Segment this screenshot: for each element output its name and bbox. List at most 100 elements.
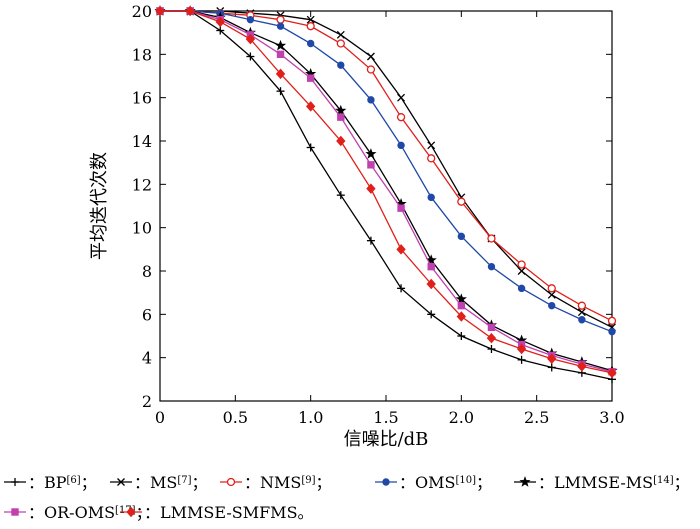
legend-label: ：LMMSE-MS[14]； (538, 473, 690, 492)
series-lmmse-ms (154, 5, 618, 376)
marker-part (516, 343, 527, 355)
legend-label: ：OMS[10]； (399, 473, 492, 492)
marker-part (126, 506, 136, 518)
marker-part (367, 161, 375, 169)
data-point-bp (216, 26, 225, 35)
marker-part (276, 50, 285, 59)
y-tick-label: 10 (132, 219, 152, 238)
marker-part (426, 278, 436, 290)
data-point-oms (427, 193, 435, 202)
data-point-oms (578, 316, 586, 324)
data-point-oms (457, 232, 466, 241)
y-tick-label: 20 (132, 2, 152, 21)
legend-label: ：NMS[9]； (244, 473, 332, 492)
data-point-nms (306, 22, 315, 31)
data-point-bp (306, 143, 315, 152)
marker-part (117, 478, 125, 486)
data-point-ms (547, 290, 556, 299)
marker-part (336, 135, 346, 147)
data-point-lmmse-smfms (486, 332, 497, 344)
plot-frame (159, 10, 613, 402)
marker-part (397, 204, 405, 212)
series-line-or-oms (160, 10, 613, 373)
data-point-bp (366, 236, 375, 245)
marker-part (276, 15, 285, 24)
marker-part (457, 197, 466, 206)
data-point-lmmse-ms (335, 104, 347, 116)
marker-part (487, 262, 496, 271)
data-point-lmmse-smfms (336, 135, 346, 147)
data-point-oms (548, 301, 556, 310)
marker-part (306, 22, 315, 31)
data-point-or-oms (367, 161, 375, 169)
data-point-oms (337, 61, 345, 69)
y-tick-label: 12 (132, 175, 152, 194)
data-point-oms (367, 96, 375, 104)
data-point-lmmse-smfms (456, 311, 467, 322)
marker-part (547, 290, 556, 299)
marker-part (275, 68, 286, 80)
data-point-or-oms (427, 262, 435, 271)
marker-part (427, 262, 435, 271)
data-point-or-oms (276, 50, 285, 59)
data-point-lmmse-smfms (366, 183, 376, 194)
data-point-bp (487, 345, 496, 353)
y-tick-label: 14 (132, 132, 152, 151)
data-point-oms (246, 15, 255, 24)
marker-part (456, 311, 467, 322)
marker-part (397, 141, 405, 150)
data-point-lmmse-smfms (577, 361, 587, 372)
series-or-oms (156, 7, 616, 376)
data-point-nms (487, 234, 496, 243)
data-point-lmmse-smfms (607, 367, 617, 379)
x-tick-label: 3.0 (599, 408, 624, 427)
data-point-bp (397, 284, 406, 293)
data-point-ms (517, 267, 526, 275)
marker-part (487, 234, 496, 243)
series-lmmse-smfms (155, 5, 617, 379)
marker-part (427, 154, 436, 163)
data-point-oms (397, 141, 405, 150)
legend-marker (11, 478, 19, 486)
marker-part (547, 284, 556, 293)
marker-part (185, 5, 195, 17)
data-point-bp (457, 332, 466, 340)
y-tick-label: 4 (142, 349, 152, 368)
marker-part (455, 293, 467, 304)
marker-part (578, 316, 586, 324)
data-point-lmmse-ms (365, 148, 377, 159)
marker-part (366, 52, 375, 61)
marker-part (382, 478, 390, 486)
marker-part (155, 5, 165, 17)
legend-marker (117, 478, 125, 486)
data-point-ms (336, 30, 345, 39)
data-point-bp (336, 191, 345, 200)
y-tick-label: 18 (132, 45, 152, 64)
data-point-lmmse-smfms (245, 33, 256, 45)
marker-part (548, 301, 556, 310)
marker-part (336, 39, 345, 48)
marker-part (427, 141, 436, 150)
x-tick-label: 1.5 (373, 408, 398, 427)
legend-entry-bp: ：BP[6]； (4, 473, 97, 492)
data-point-lmmse-smfms (155, 5, 165, 17)
data-point-oms (517, 284, 526, 293)
y-tick-label: 2 (142, 392, 152, 411)
x-tick-label: 0 (155, 408, 165, 427)
marker-part (457, 232, 466, 241)
series-line-lmmse-ms (160, 10, 613, 372)
marker-part (457, 301, 466, 310)
marker-part (487, 323, 496, 332)
data-point-or-oms (337, 113, 345, 121)
legend-label: ：BP[6]； (28, 473, 97, 492)
legend-entry-nms: ：NMS[9]； (220, 473, 332, 492)
legend-marker (519, 476, 531, 487)
data-point-lmmse-smfms (185, 5, 195, 17)
data-point-nms (607, 316, 617, 325)
marker-part (519, 476, 531, 487)
x-axis-title: 信噪比/dB (344, 429, 429, 450)
data-point-oms (487, 262, 496, 271)
marker-part (215, 16, 225, 28)
data-point-lmmse-smfms (305, 101, 316, 112)
